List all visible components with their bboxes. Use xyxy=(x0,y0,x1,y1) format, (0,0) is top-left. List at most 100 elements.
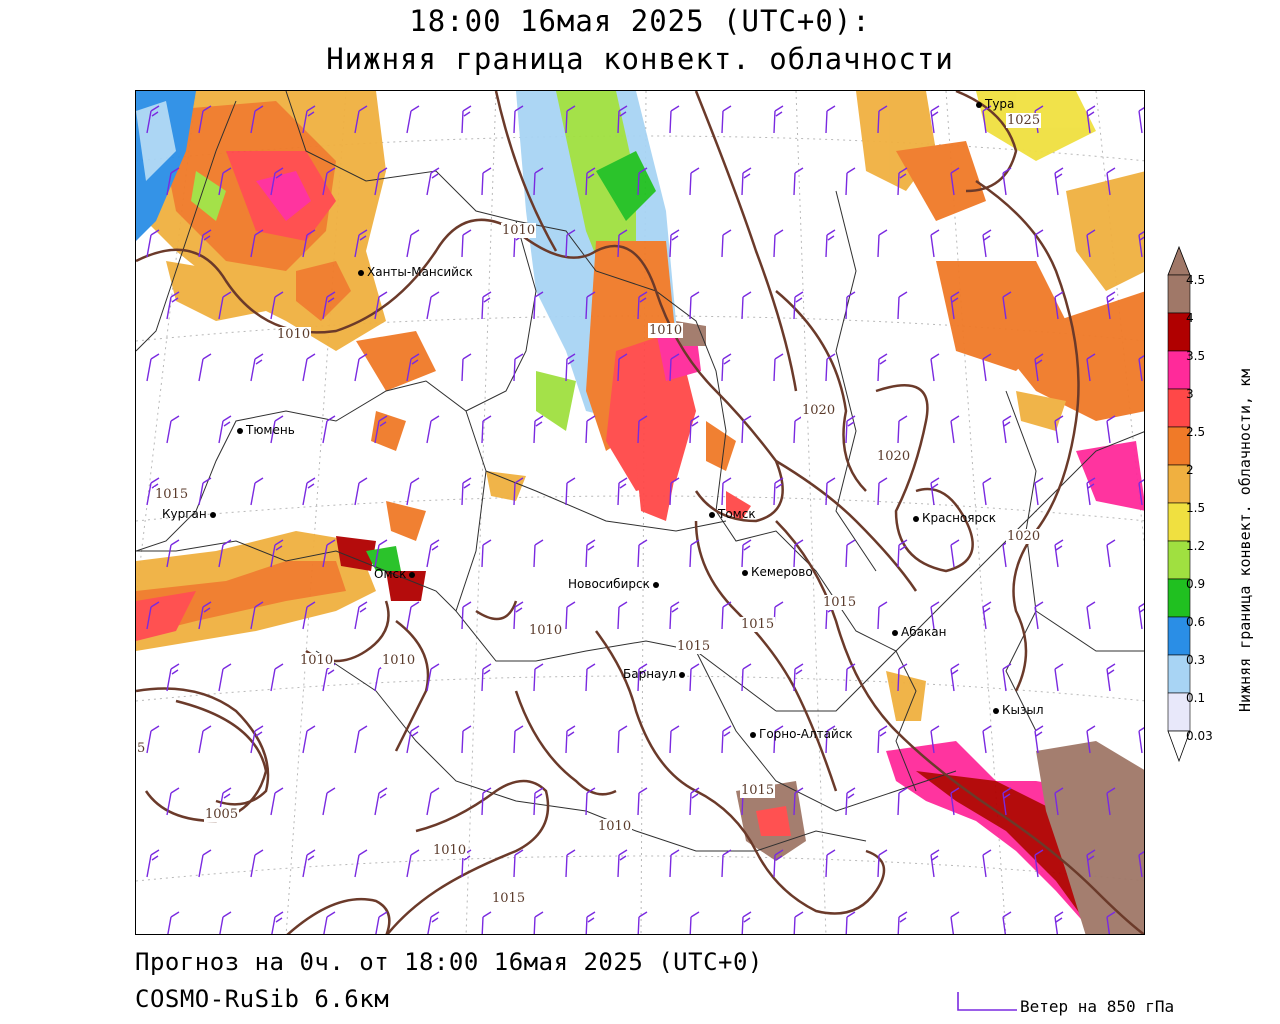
colorbar-level-label: 2 xyxy=(1186,463,1194,477)
wind-barb xyxy=(166,787,180,816)
wind-barb xyxy=(1054,291,1064,320)
wind-barb xyxy=(426,167,440,196)
wind-barb xyxy=(1002,539,1012,568)
wind-barb xyxy=(950,539,960,568)
wind-barb xyxy=(513,601,524,630)
wind-barb xyxy=(793,663,804,692)
wind-barb xyxy=(982,849,992,878)
city-tyumen: Тюмень xyxy=(237,423,295,437)
city-krasnoyarsk: Красноярск xyxy=(913,511,996,525)
wind-barb xyxy=(741,911,752,934)
wind-barb xyxy=(1138,603,1144,630)
wind-barb xyxy=(825,105,836,134)
colorbar-bottom-arrow xyxy=(1167,730,1191,763)
wind-barb xyxy=(481,663,492,692)
wind-barb xyxy=(1034,725,1044,754)
wind-barb xyxy=(721,229,732,258)
wind-barb xyxy=(845,415,856,444)
wind-barb xyxy=(793,539,804,568)
wind-barb xyxy=(773,229,784,258)
wind-barb xyxy=(689,539,700,568)
wind-barb xyxy=(637,291,648,320)
wind-barb xyxy=(322,167,336,196)
wind-barb xyxy=(637,911,648,934)
wind-barb xyxy=(513,477,524,506)
isobar-label: 1015 xyxy=(822,595,858,610)
wind-barb xyxy=(565,105,576,134)
city-kurgan: Курган xyxy=(162,507,219,521)
wind-barb xyxy=(1106,663,1116,692)
wind-barb xyxy=(950,911,960,934)
wind-barb xyxy=(146,477,160,506)
isobar-label: 1015 xyxy=(491,891,527,906)
wind-barb xyxy=(302,725,316,754)
wind-barb xyxy=(877,849,888,878)
wind-barb xyxy=(1034,229,1044,258)
wind-barb xyxy=(513,849,524,878)
isobar-label: 5 xyxy=(136,741,147,756)
wind-barb xyxy=(322,291,336,320)
wind-barb xyxy=(617,353,628,382)
wind-barb xyxy=(406,725,420,754)
wind-barb xyxy=(565,849,576,878)
wind-barb xyxy=(533,539,544,568)
wind-barb xyxy=(322,663,336,692)
wind-barb xyxy=(897,663,908,692)
wind-barb xyxy=(1054,167,1064,196)
wind-barb xyxy=(146,601,160,630)
wind-barb xyxy=(219,911,232,934)
wind-barb xyxy=(1002,167,1012,196)
isobar-label: 1020 xyxy=(876,449,912,464)
wind-barb xyxy=(669,849,680,878)
isobar-label: 1015 xyxy=(676,639,712,654)
colorbar-level-label: 1.5 xyxy=(1186,501,1206,515)
wind-barb xyxy=(406,601,420,630)
city-khanty-mansiysk: Ханты-Мансийск xyxy=(358,265,473,279)
city-tomsk: Томск xyxy=(709,507,756,521)
wind-barb xyxy=(637,415,648,444)
wind-barb xyxy=(406,353,420,382)
city-omsk: Омск xyxy=(374,567,418,581)
wind-barb xyxy=(721,105,732,134)
isobar-label: 1010 xyxy=(528,623,564,638)
wind-barb xyxy=(689,291,700,320)
wind-barb xyxy=(533,291,544,320)
wind-barb xyxy=(354,849,368,878)
wind-barb xyxy=(565,725,576,754)
wind-barb xyxy=(689,787,700,816)
colorbar-level-label: 0.9 xyxy=(1186,577,1206,591)
colorbar-swatches xyxy=(1167,245,1191,763)
wind-barb xyxy=(1002,911,1012,934)
wind-barb xyxy=(461,229,472,258)
model-name: COSMO-RuSib 6.6км xyxy=(135,985,390,1013)
wind-barb xyxy=(406,477,420,506)
isobar-label: 1015 xyxy=(740,783,776,798)
wind-barb xyxy=(793,415,804,444)
wind-barb xyxy=(354,601,368,630)
city-novosibirsk: Новосибирск xyxy=(568,577,662,591)
wind-barb xyxy=(1086,229,1096,258)
wind-barb xyxy=(1054,787,1064,816)
wind-barb xyxy=(218,663,232,692)
wind-barb xyxy=(1054,663,1064,692)
wind-barb xyxy=(793,787,804,816)
wind-barb xyxy=(513,105,524,134)
wind-barb xyxy=(721,601,732,630)
wind-barb xyxy=(1034,477,1044,506)
wind-barb xyxy=(741,167,752,196)
wind-barb xyxy=(617,105,628,134)
wind-barb xyxy=(270,787,284,816)
wind-barb xyxy=(897,291,908,320)
isobar-label: 1015 xyxy=(154,487,190,502)
wind-barb xyxy=(323,911,336,934)
wind-barb xyxy=(845,911,856,934)
wind-barb xyxy=(845,291,856,320)
wind-barb xyxy=(271,911,284,934)
wind-barb xyxy=(825,477,836,506)
map-area[interactable]: Тура Ханты-Мансийск Тюмень Курган Омск Н… xyxy=(135,90,1145,935)
wind-barb xyxy=(481,787,492,816)
wind-barb xyxy=(354,725,368,754)
colorbar-level-label: 0.6 xyxy=(1186,615,1206,629)
colorbar-level-label: 2.5 xyxy=(1186,425,1206,439)
wind-barb xyxy=(1034,849,1044,878)
